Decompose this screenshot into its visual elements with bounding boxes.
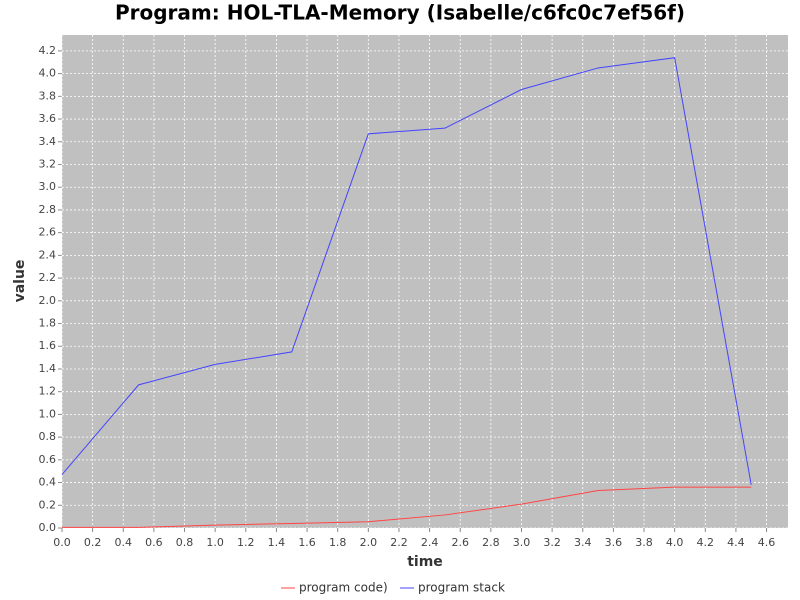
y-tick-label: 2.0 [39,294,57,307]
x-tick-label: 4.6 [758,536,776,549]
y-tick-label: 3.0 [39,180,57,193]
y-tick-label: 1.8 [39,317,57,330]
x-tick-label: 1.4 [268,536,286,549]
y-tick-label: 0.8 [39,430,57,443]
x-tick-label: 3.8 [635,536,653,549]
y-tick-label: 3.6 [39,112,57,125]
x-tick-label: 4.0 [666,536,684,549]
x-tick-label: 2.6 [451,536,469,549]
y-tick-label: 0.0 [39,521,57,534]
x-tick-label: 0.0 [53,536,71,549]
line-series [61,57,752,485]
x-tick-label: 4.2 [697,536,715,549]
x-tick-label: 2.4 [421,536,439,549]
x-tick-label: 1.2 [237,536,255,549]
x-tick-label: 1.8 [329,536,347,549]
x-tick-label: 2.2 [390,536,408,549]
chart-title: Program: HOL-TLA-Memory (Isabelle/c6fc0c… [115,1,685,25]
legend-label: program stack [418,581,505,595]
y-tick-label: 4.2 [39,44,57,57]
x-tick-label: 3.4 [574,536,592,549]
y-tick-label: 4.0 [39,67,57,80]
y-tick-label: 2.4 [39,248,57,261]
x-tick-label: 1.6 [298,536,316,549]
y-tick-label: 3.4 [39,135,57,148]
y-tick-label: 1.4 [39,362,57,375]
legend-label: program code) [299,581,388,595]
y-tick-label: 0.6 [39,453,57,466]
y-tick-label: 0.4 [39,476,57,489]
x-tick-label: 2.0 [360,536,378,549]
x-tick-label: 0.8 [176,536,194,549]
y-tick-label: 3.8 [39,89,57,102]
y-tick-label: 2.8 [39,203,57,216]
x-tick-label: 3.6 [605,536,623,549]
y-tick-label: 2.2 [39,271,57,284]
x-tick-label: 4.4 [727,536,745,549]
x-tick-label: 0.2 [84,536,102,549]
y-tick-label: 1.6 [39,339,57,352]
x-tick-label: 3.0 [513,536,531,549]
plot-area [62,35,788,528]
line-series [62,486,752,528]
x-tick-label: 3.2 [543,536,561,549]
x-axis-label: time [407,554,443,570]
y-tick-label: 1.0 [39,407,57,420]
y-tick-label: 2.6 [39,226,57,239]
x-tick-label: 1.0 [206,536,224,549]
y-tick-label: 3.2 [39,157,57,170]
y-tick-label: 0.2 [39,498,57,511]
y-axis-label: value [12,260,28,303]
x-tick-label: 0.6 [145,536,163,549]
y-tick-label: 1.2 [39,385,57,398]
x-tick-label: 0.4 [115,536,133,549]
x-tick-label: 2.8 [482,536,500,549]
